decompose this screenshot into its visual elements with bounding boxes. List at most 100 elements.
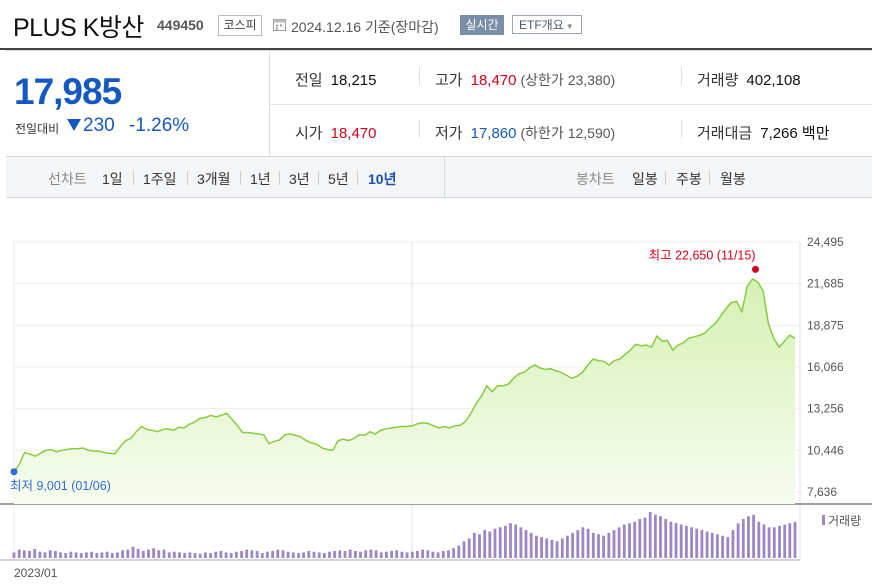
volume-bar (74, 552, 78, 558)
volume-bar (524, 530, 528, 558)
volume-bar (612, 530, 616, 558)
volume-bar (322, 553, 326, 558)
volume-bar (576, 530, 580, 558)
volume-bar (555, 541, 559, 558)
open-value: 18,470 (330, 125, 377, 142)
volume-bar (602, 535, 605, 558)
chart-tabbar: 선차트 1일 1주일 3개월 1년 3년 5년 10년 봉차트 일봉 주봉 월봉 (6, 156, 872, 198)
volume-bar (741, 519, 745, 558)
change-percent: -1.26% (129, 115, 190, 136)
volume-bar (385, 551, 388, 558)
volume-bar (426, 550, 430, 558)
volume-bar (731, 530, 735, 558)
volume-bar (43, 552, 47, 558)
volume-bar (105, 551, 109, 558)
market-badge[interactable]: 코스피 (218, 15, 262, 36)
volume-bar (147, 549, 150, 558)
volume-bar (747, 516, 750, 558)
change-label: 전일대비 (15, 122, 60, 136)
volume-bar (131, 546, 135, 558)
volume-bar (648, 512, 652, 558)
etf-overview-dropdown[interactable]: ETF개요 ▼ (512, 15, 582, 34)
tab-1d[interactable]: 1일 (102, 171, 123, 187)
volume-bar (188, 552, 192, 558)
tab-3m[interactable]: 3개월 (197, 171, 231, 187)
high-value: 18,470 (470, 72, 517, 89)
tab-3y[interactable]: 3년 (289, 171, 310, 187)
tab-1y[interactable]: 1년 (250, 171, 271, 187)
page-title: PLUS K방산 (13, 14, 144, 42)
volume-bar (209, 553, 212, 558)
divider (240, 171, 241, 185)
volume-bar (664, 519, 668, 558)
volume-bar (509, 523, 512, 558)
volume-bar (550, 539, 554, 558)
calendar-icon (273, 19, 286, 31)
tab-weekly[interactable]: 주봉 (676, 171, 702, 187)
volume-bar (328, 551, 331, 558)
volume-bar (260, 553, 264, 558)
volume-bar (162, 549, 166, 558)
realtime-button[interactable]: 실시간 (460, 15, 504, 35)
day-low: 저가 17,860 (하한가 12,590) (435, 122, 615, 143)
volume-bar (100, 552, 104, 558)
volume-bar (679, 524, 683, 558)
volume-bar (778, 525, 781, 558)
tab-daily[interactable]: 일봉 (632, 171, 658, 187)
volume-bar (54, 551, 57, 558)
down-arrow-icon (67, 119, 81, 131)
volume-bar (498, 527, 502, 558)
volume-bar (421, 549, 424, 558)
volume-bar (560, 538, 564, 558)
volume-bar (488, 531, 492, 558)
tab-10y[interactable]: 10년 (368, 171, 397, 187)
price-area (14, 279, 795, 504)
volume-bar (379, 552, 383, 558)
volume-bar (141, 551, 145, 558)
volume-bar (690, 527, 693, 558)
volume-bars: 거래량 (12, 512, 861, 558)
day-high: 고가 18,470 (상한가 23,380) (435, 69, 615, 90)
volume-bar (535, 535, 538, 558)
max-point (751, 265, 759, 273)
volume-bar (721, 535, 724, 558)
current-price: 17,985 (14, 71, 122, 112)
volume-bar (235, 551, 238, 558)
volume-label: 거래량 (697, 72, 739, 89)
volume-bar (17, 549, 21, 558)
volume-bar (529, 532, 533, 558)
volume-bar (240, 551, 243, 558)
volume-bar (400, 551, 404, 558)
volume-bar (152, 548, 155, 558)
volume-bar (193, 553, 197, 558)
quote-panel: 17,985 전일대비 230 -1.26% 전일 18,215 고가 18,470… (6, 50, 872, 157)
tab-monthly[interactable]: 월봉 (720, 171, 746, 187)
volume-bar (250, 550, 254, 558)
y-axis: 24,495 21,685 18,875 16,066 13,256 10,446 7,63… (807, 235, 844, 499)
volume-bar (307, 551, 311, 558)
volume-bar (172, 551, 176, 558)
low-label: 저가 (435, 125, 463, 142)
volume-bar (674, 523, 678, 558)
volume-bar (514, 524, 518, 558)
divider (279, 171, 280, 185)
volume-bar (726, 537, 730, 558)
high-label: 고가 (435, 72, 463, 89)
volume-bar (478, 534, 481, 558)
y-tick-label: 10,446 (807, 443, 844, 457)
volume-bar (519, 527, 523, 558)
tab-5y[interactable]: 5년 (328, 171, 349, 187)
stock-code: 449450 (157, 17, 204, 33)
volume-bar (431, 551, 435, 558)
volume-bar (338, 550, 342, 558)
volume-bar (271, 551, 274, 558)
volume-bar (59, 552, 62, 558)
volume-bar (597, 534, 600, 558)
volume-bar (586, 528, 590, 558)
volume-bar (374, 550, 378, 558)
volume-bar (617, 527, 621, 558)
prev-label: 전일 (295, 72, 323, 89)
tab-1w[interactable]: 1주일 (143, 171, 177, 187)
volume-bar (757, 521, 761, 558)
volume-bar (38, 551, 42, 558)
